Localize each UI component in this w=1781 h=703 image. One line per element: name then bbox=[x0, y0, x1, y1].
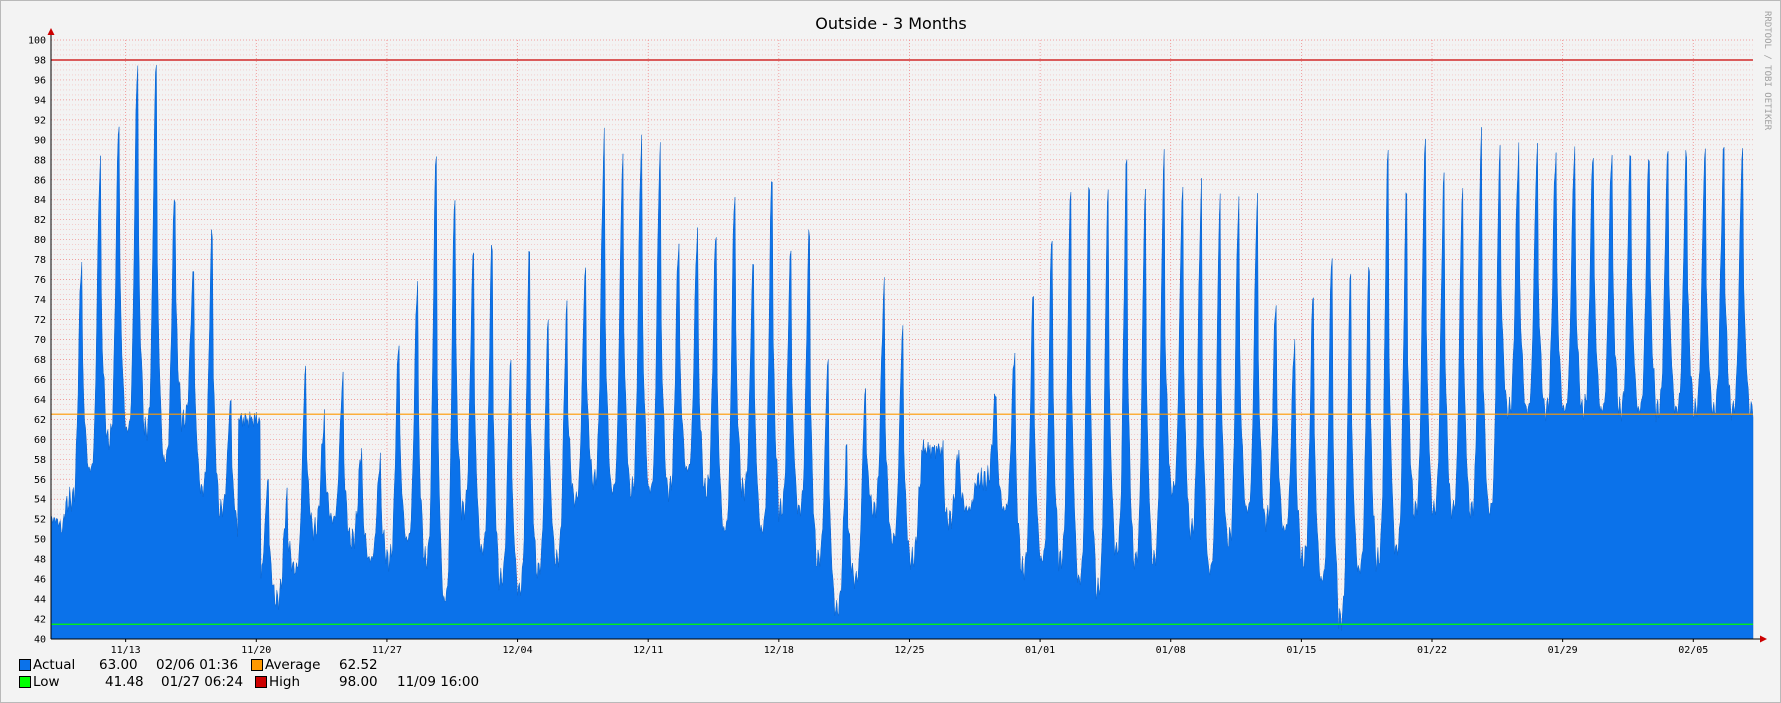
legend-low-time: 01/27 06:24 bbox=[161, 674, 244, 690]
legend-average: Average bbox=[251, 657, 320, 673]
legend-low-label: Low bbox=[33, 674, 60, 690]
y-tick-label: 70 bbox=[34, 335, 46, 346]
y-tick-label: 58 bbox=[34, 455, 46, 466]
x-tick-label: 12/11 bbox=[633, 645, 663, 656]
x-tick-label: 11/20 bbox=[241, 645, 271, 656]
x-tick-label: 01/22 bbox=[1417, 645, 1447, 656]
actual-area bbox=[50, 65, 1754, 640]
y-tick-label: 52 bbox=[34, 515, 46, 526]
y-tick-label: 78 bbox=[34, 255, 46, 266]
y-axis-arrow-icon bbox=[47, 28, 55, 35]
high-swatch-icon bbox=[255, 676, 267, 688]
legend-average-label: Average bbox=[265, 657, 321, 673]
legend-actual-value: 63.00 bbox=[99, 657, 138, 673]
y-tick-labels: 40 42 44 46 48 50 52 54 56 58 60 62 64 66 68 70 72 74 76 78… bbox=[28, 36, 46, 646]
y-tick-label: 66 bbox=[34, 375, 46, 386]
legend-actual-label: Actual bbox=[33, 657, 76, 673]
y-tick-label: 54 bbox=[34, 495, 46, 506]
legend-average-value: 62.52 bbox=[339, 657, 378, 673]
y-tick-label: 80 bbox=[34, 235, 46, 246]
y-tick-label: 90 bbox=[34, 135, 46, 146]
y-tick-label: 64 bbox=[34, 395, 46, 406]
y-tick-label: 56 bbox=[34, 475, 46, 486]
x-tick-label: 12/25 bbox=[894, 645, 924, 656]
y-tick-label: 96 bbox=[34, 75, 46, 86]
y-tick-label: 40 bbox=[34, 635, 46, 646]
legend-actual: Actual bbox=[19, 657, 75, 673]
x-tick-labels: 11/13 11/20 11/27 12/04 12/11 12/18 12/25 01/01… bbox=[111, 645, 1709, 656]
reference-rules bbox=[51, 59, 1753, 625]
y-tick-label: 98 bbox=[34, 55, 46, 66]
y-tick-label: 72 bbox=[34, 315, 46, 326]
x-tick-label: 01/08 bbox=[1156, 645, 1186, 656]
y-tick-label: 76 bbox=[34, 275, 46, 286]
y-tick-label: 86 bbox=[34, 175, 46, 186]
legend-high: High bbox=[255, 674, 300, 690]
legend-high-label: High bbox=[269, 674, 301, 690]
legend-actual-time: 02/06 01:36 bbox=[156, 657, 239, 673]
y-tick-label: 88 bbox=[34, 155, 46, 166]
y-tick-label: 68 bbox=[34, 355, 46, 366]
y-tick-label: 100 bbox=[28, 36, 46, 47]
y-tick-label: 42 bbox=[34, 615, 46, 626]
actual-swatch-icon bbox=[19, 659, 31, 671]
x-tick-label: 12/04 bbox=[503, 645, 533, 656]
y-tick-label: 62 bbox=[34, 415, 46, 426]
y-tick-label: 82 bbox=[34, 215, 46, 226]
x-axis-arrow-icon bbox=[1760, 635, 1767, 643]
y-tick-label: 50 bbox=[34, 535, 46, 546]
y-tick-label: 44 bbox=[34, 595, 46, 606]
x-tick-label: 01/15 bbox=[1286, 645, 1316, 656]
y-tick-label: 92 bbox=[34, 115, 46, 126]
y-tick-label: 84 bbox=[34, 195, 46, 206]
x-tick-label: 12/18 bbox=[764, 645, 794, 656]
x-tick-label: 02/05 bbox=[1678, 645, 1708, 656]
legend-low: Low bbox=[19, 674, 60, 690]
major-gridlines bbox=[51, 39, 1753, 640]
legend-high-value: 98.00 bbox=[339, 674, 378, 690]
chart-title: Outside - 3 Months bbox=[815, 14, 966, 33]
x-tick-label: 01/01 bbox=[1025, 645, 1055, 656]
y-tick-label: 48 bbox=[34, 555, 46, 566]
y-tick-label: 94 bbox=[34, 95, 46, 106]
x-tick-label: 01/29 bbox=[1548, 645, 1578, 656]
x-tick-label: 11/27 bbox=[372, 645, 402, 656]
axes bbox=[47, 28, 1767, 643]
low-swatch-icon bbox=[19, 676, 31, 688]
y-tick-label: 46 bbox=[34, 575, 46, 586]
y-tick-label: 60 bbox=[34, 435, 46, 446]
actual-series-area bbox=[50, 65, 1754, 640]
rrdtool-credit: RRDTOOL / TOBI OETIKER bbox=[1762, 11, 1772, 131]
x-tick-label: 11/13 bbox=[111, 645, 141, 656]
average-swatch-icon bbox=[251, 659, 263, 671]
legend-low-value: 41.48 bbox=[105, 674, 144, 690]
legend-high-time: 11/09 16:00 bbox=[397, 674, 480, 690]
y-tick-label: 74 bbox=[34, 295, 46, 306]
